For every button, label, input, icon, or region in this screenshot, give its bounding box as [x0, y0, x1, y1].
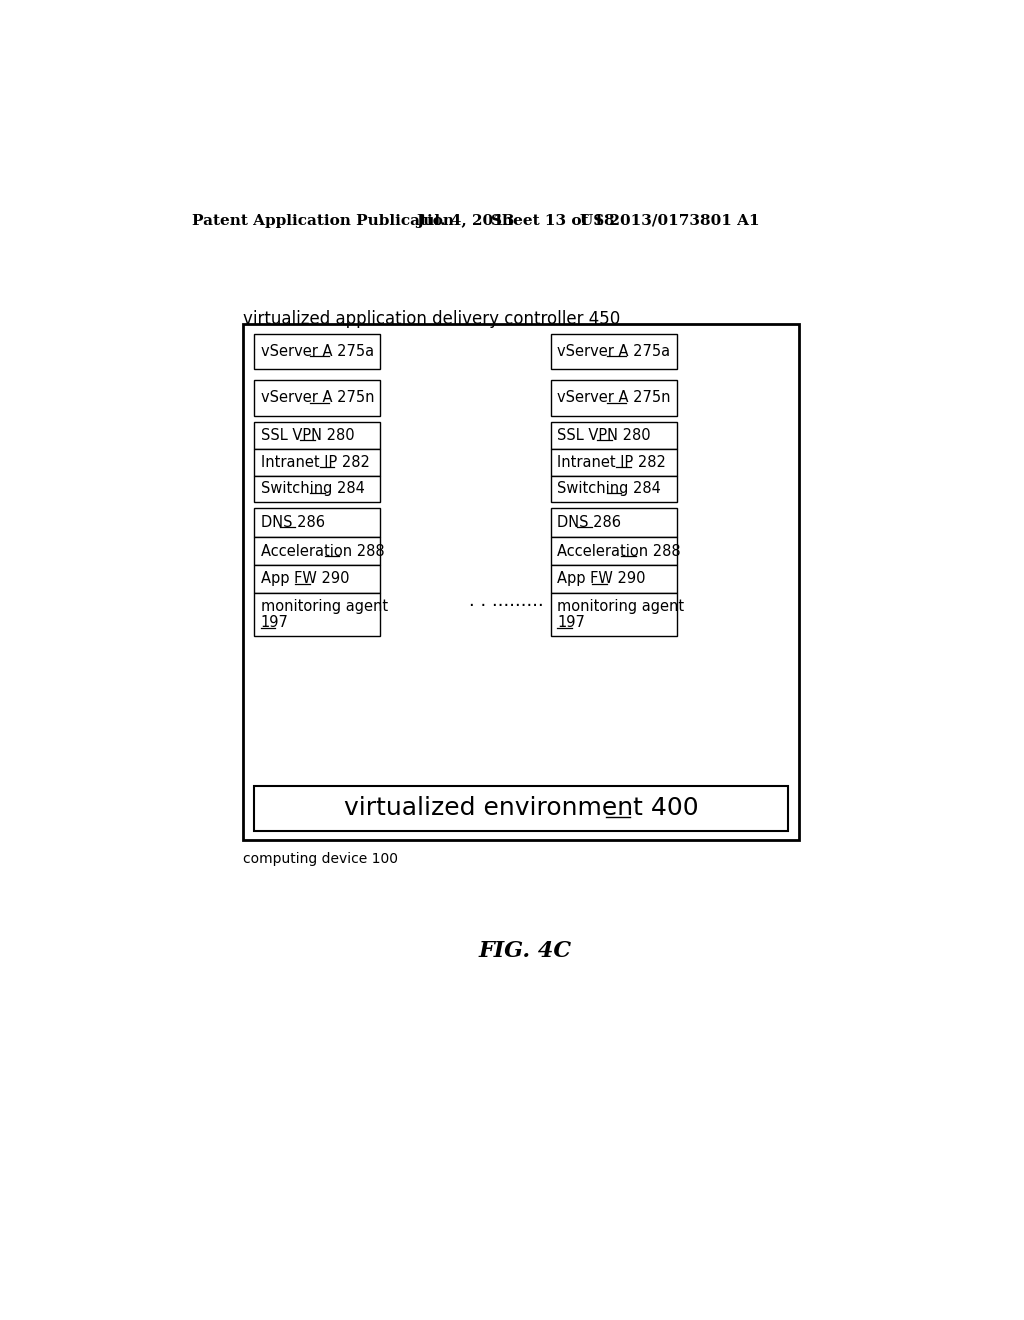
Bar — [551, 334, 677, 370]
Bar — [243, 323, 799, 840]
Bar — [254, 422, 380, 449]
Bar — [551, 565, 677, 593]
Text: virtualized application delivery controller 450: virtualized application delivery control… — [243, 310, 620, 329]
Text: FIG. 4C: FIG. 4C — [478, 940, 571, 962]
Text: 197: 197 — [260, 615, 289, 631]
Text: Acceleration 288: Acceleration 288 — [260, 544, 384, 558]
Text: App FW 290: App FW 290 — [260, 572, 349, 586]
Bar — [551, 450, 677, 475]
Text: App FW 290: App FW 290 — [557, 572, 646, 586]
Text: computing device 100: computing device 100 — [243, 853, 397, 866]
Text: vServer A 275n: vServer A 275n — [260, 391, 374, 405]
Text: US 2013/0173801 A1: US 2013/0173801 A1 — [580, 214, 760, 228]
Text: 197: 197 — [557, 615, 586, 631]
Bar — [254, 475, 380, 502]
Text: vServer A 275n: vServer A 275n — [557, 391, 671, 405]
Text: monitoring agent: monitoring agent — [557, 599, 684, 614]
Bar — [551, 422, 677, 449]
Text: Sheet 13 of 18: Sheet 13 of 18 — [490, 214, 614, 228]
Bar — [254, 334, 380, 370]
Bar — [254, 508, 380, 537]
Text: Patent Application Publication: Patent Application Publication — [191, 214, 454, 228]
Bar — [254, 537, 380, 565]
Text: Jul. 4, 2013: Jul. 4, 2013 — [417, 214, 515, 228]
Bar — [254, 450, 380, 475]
Text: DNS 286: DNS 286 — [557, 515, 622, 531]
Text: . . ......... ....: . . ......... .... — [469, 593, 572, 610]
Bar — [551, 475, 677, 502]
Bar — [551, 508, 677, 537]
Bar — [551, 593, 677, 636]
Bar — [254, 593, 380, 636]
Text: vServer A 275a: vServer A 275a — [557, 345, 671, 359]
Text: SSL VPN 280: SSL VPN 280 — [260, 428, 354, 444]
Text: DNS 286: DNS 286 — [260, 515, 325, 531]
Text: Switching 284: Switching 284 — [557, 482, 662, 496]
Text: monitoring agent: monitoring agent — [260, 599, 388, 614]
Text: vServer A 275a: vServer A 275a — [260, 345, 374, 359]
Text: Acceleration 288: Acceleration 288 — [557, 544, 681, 558]
Bar — [254, 380, 380, 416]
Bar — [254, 565, 380, 593]
Bar — [254, 785, 788, 830]
Text: Intranet IP 282: Intranet IP 282 — [260, 455, 370, 470]
Text: SSL VPN 280: SSL VPN 280 — [557, 428, 651, 444]
Text: Intranet IP 282: Intranet IP 282 — [557, 455, 667, 470]
Bar — [551, 380, 677, 416]
Bar — [551, 537, 677, 565]
Text: virtualized environment 400: virtualized environment 400 — [344, 796, 698, 820]
Text: Switching 284: Switching 284 — [260, 482, 365, 496]
